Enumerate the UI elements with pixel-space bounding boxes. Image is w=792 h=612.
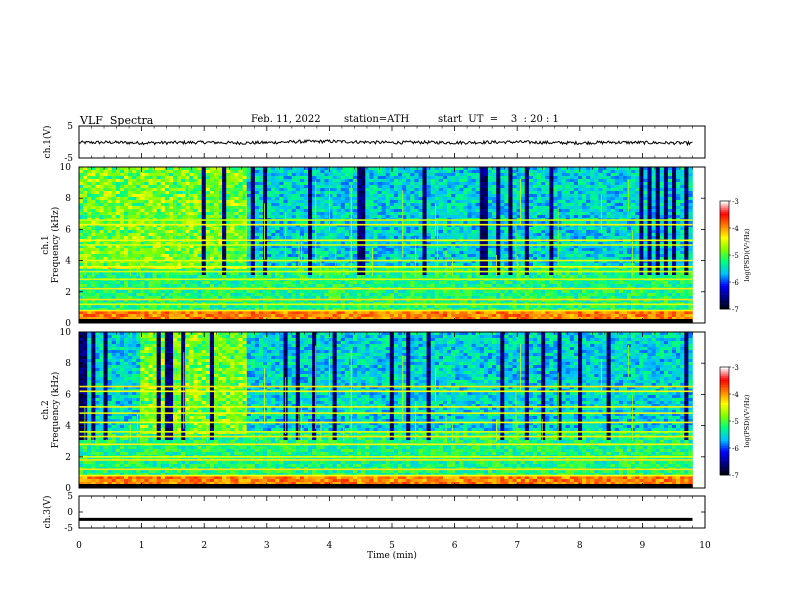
s2-ytick-label: 4 <box>65 422 71 432</box>
xtick-label: 5 <box>389 541 395 551</box>
s2-colorbar <box>720 367 729 476</box>
ch1-waveform-trace <box>78 139 693 147</box>
xtick-label: 3 <box>264 541 270 551</box>
xtick-label: 8 <box>577 541 583 551</box>
station-label: station=ATH <box>344 114 410 125</box>
s2-ytick-label: 0 <box>65 484 71 494</box>
xaxis-label: Time (min) <box>367 550 417 561</box>
s1-colorbar-tick-label: -7 <box>732 306 739 314</box>
s2-colorbar-tick-label: -4 <box>732 391 739 399</box>
s2-ytick-label: 8 <box>65 359 71 369</box>
xtick-label: 2 <box>201 541 207 551</box>
s1-colorbar-tick-label: -4 <box>732 225 739 233</box>
xtick-label: 4 <box>327 541 333 551</box>
s1-ylabel-frequency: Frequency (kHz) <box>50 207 61 284</box>
s1-colorbar-tick-label: -6 <box>732 279 739 287</box>
s2-colorbar-tick-label: -3 <box>732 364 739 372</box>
s1-ytick-label: 8 <box>65 194 71 204</box>
s1-cells <box>79 167 693 324</box>
s1-colorbar-tick-label: -3 <box>732 198 739 206</box>
s1-ytick-label: 0 <box>65 319 71 329</box>
ch3-waveform-ylabel: ch.3(V) <box>42 496 53 529</box>
s1-colorbar-label: log(PSD)(V²/Hz) <box>743 228 751 281</box>
s1-ylabel-channel: ch.1 <box>41 235 51 254</box>
s1-colorbar-tick-label: -5 <box>732 252 739 260</box>
xtick-label: 9 <box>640 541 646 551</box>
ch1-waveform-ytick-label: -5 <box>64 154 73 164</box>
ch1-waveform-ylabel: ch.1(V) <box>42 126 53 159</box>
xtick-label: 1 <box>139 541 145 551</box>
s2-ytick-label: 2 <box>65 453 71 463</box>
s2-ytick-label: 6 <box>65 390 71 400</box>
xtick-label: 6 <box>452 541 458 551</box>
s2-ytick-label: 10 <box>60 328 72 338</box>
s1-ytick-label: 4 <box>65 257 71 267</box>
s1-colorbar <box>720 201 729 310</box>
xtick-label: 0 <box>76 541 82 551</box>
s2-cells <box>79 332 693 489</box>
s2-baseline <box>79 484 693 488</box>
s2-ylabel-frequency: Frequency (kHz) <box>50 372 61 449</box>
s2-colorbar-tick-label: -5 <box>732 418 739 426</box>
s2-colorbar-tick-label: -6 <box>732 445 739 453</box>
xtick-label: 10 <box>699 541 711 551</box>
xtick-label: 7 <box>514 541 520 551</box>
ch3-waveform-ytick-label: -5 <box>64 524 73 534</box>
ch3-waveform-ytick-label: 5 <box>67 492 73 502</box>
ch1-waveform-ytick-label: 5 <box>67 122 73 132</box>
s1-ytick-label: 2 <box>65 288 71 298</box>
s1-baseline <box>79 319 693 323</box>
date-label: Feb. 11, 2022 <box>251 114 321 125</box>
s2-colorbar-label: log(PSD)(V²/Hz) <box>743 394 751 447</box>
start-time-label: start UT = 3 : 20 : 1 <box>438 114 559 125</box>
s2-ylabel-channel: ch.2 <box>41 400 51 419</box>
chart-title: VLF Spectra <box>80 114 154 127</box>
s2-colorbar-tick-label: -7 <box>732 472 739 480</box>
s1-ytick-label: 10 <box>60 163 72 173</box>
s1-ytick-label: 6 <box>65 225 71 235</box>
ch3-waveform-ytick-label: 0 <box>67 508 73 518</box>
